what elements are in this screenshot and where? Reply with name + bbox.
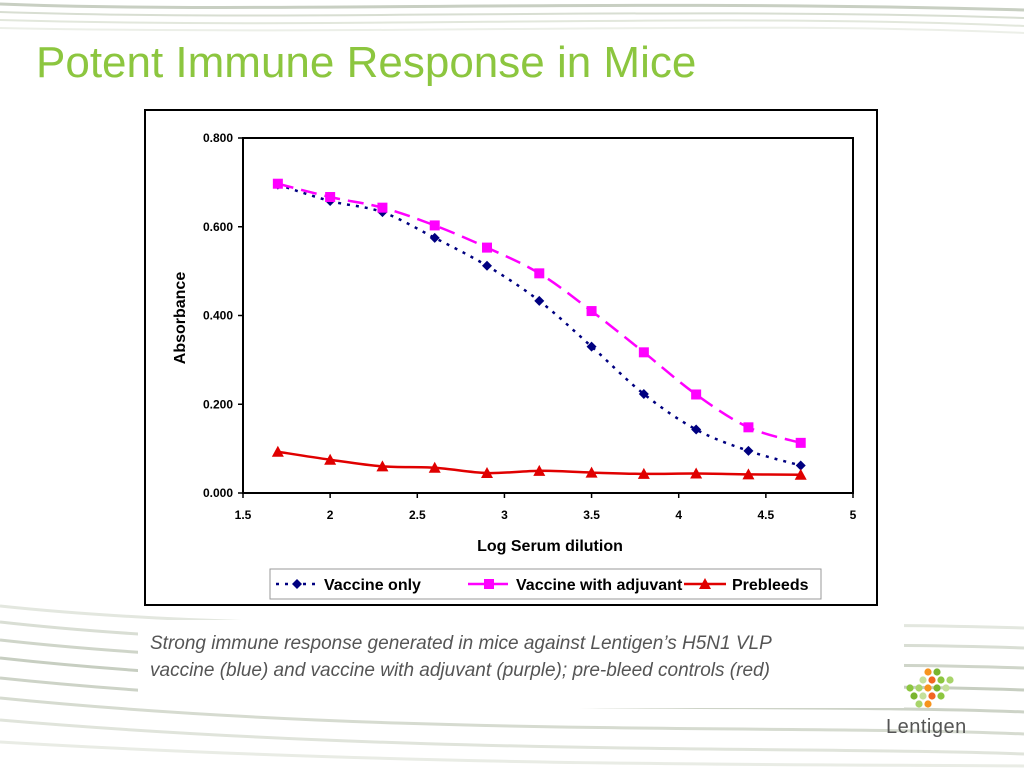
legend-marker [484, 579, 494, 589]
y-tick-label: 0.200 [203, 397, 233, 411]
data-point [482, 242, 492, 253]
data-point [271, 445, 284, 457]
legend-label: Vaccine with adjuvant [516, 577, 683, 594]
x-tick-label: 2 [327, 508, 334, 522]
data-point [376, 460, 389, 472]
data-point [429, 220, 440, 231]
data-point [481, 467, 493, 479]
legend-item: Prebleeds [684, 577, 809, 594]
lentigen-logo-icon [906, 668, 954, 708]
legend-marker [699, 578, 711, 589]
y-tick-label: 0.600 [203, 220, 233, 234]
chart-frame: 0.000 0.200 0.400 0.600 0.800 1.5 2 2.5 3 3.5 4 4.… [144, 109, 878, 606]
chart-legend: Vaccine only Vaccine with adjuvant Preblee… [269, 568, 822, 600]
data-point [429, 232, 440, 243]
data-point [272, 178, 283, 189]
x-tick-label: 4.5 [758, 508, 775, 522]
data-point [795, 460, 806, 471]
data-point [586, 306, 597, 317]
data-point [795, 437, 806, 448]
x-tick-label: 4 [675, 508, 682, 522]
lentigen-logo-text: Lentigen [886, 716, 967, 738]
series-vaccine-with-adjuvant [272, 178, 806, 448]
data-point [743, 445, 754, 456]
caption-line-1: Strong immune response generated in mice… [150, 633, 772, 654]
data-point [691, 424, 702, 435]
data-point [533, 464, 546, 476]
legend-label: Vaccine only [324, 577, 421, 594]
data-point [794, 468, 807, 480]
data-point [743, 422, 754, 433]
y-tick-label: 0.800 [203, 131, 233, 145]
x-axis-label: Log Serum dilution [477, 538, 623, 555]
legend-item: Vaccine with adjuvant [468, 577, 683, 594]
slide-caption: Strong immune response generated in mice… [150, 630, 910, 684]
data-point [324, 453, 337, 465]
x-tick-label: 2.5 [409, 508, 426, 522]
slide-title: Potent Immune Response in Mice [36, 38, 697, 87]
plot-area [242, 137, 854, 494]
data-point [691, 389, 702, 400]
x-tick-label: 1.5 [235, 508, 252, 522]
data-point [638, 389, 649, 400]
data-point [690, 467, 703, 479]
legend-label: Prebleeds [732, 577, 809, 594]
absorbance-line-chart: 0.000 0.200 0.400 0.600 0.800 1.5 2 2.5 3 3.5 4 4.… [172, 131, 857, 600]
x-tick-label: 3.5 [583, 508, 600, 522]
x-tick-label: 5 [850, 508, 857, 522]
data-point [637, 467, 650, 479]
data-point [534, 295, 545, 306]
y-tick-label: 0.000 [203, 486, 233, 500]
data-point [586, 341, 597, 352]
series-prebleeds [271, 445, 807, 480]
legend-box [269, 568, 822, 600]
data-point [377, 202, 388, 213]
caption-line-2: vaccine (blue) and vaccine with adjuvant… [150, 660, 770, 681]
top-decorative-swoosh [0, 2, 1024, 34]
data-point [428, 461, 441, 473]
data-point [482, 260, 492, 271]
caption-box [138, 620, 904, 708]
y-axis-label: Absorbance [172, 272, 189, 365]
data-point [638, 347, 649, 358]
legend-item: Vaccine only [276, 577, 421, 594]
data-point [585, 466, 598, 478]
x-tick-label: 3 [501, 508, 508, 522]
series-line [277, 182, 802, 445]
legend-marker [292, 579, 302, 589]
data-point [325, 192, 336, 203]
y-tick-label: 0.400 [203, 309, 233, 323]
data-point [534, 268, 545, 279]
data-point [742, 468, 755, 480]
